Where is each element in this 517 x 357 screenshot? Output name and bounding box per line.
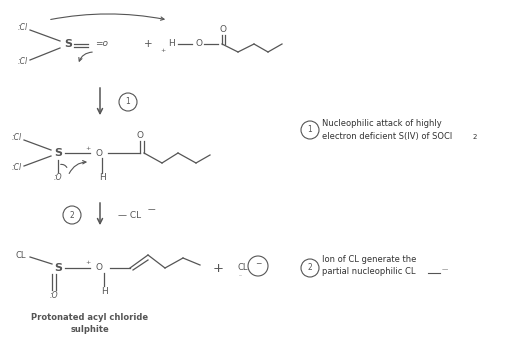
Text: 2: 2 [70, 211, 74, 220]
Text: CL: CL [15, 251, 25, 260]
Text: Ion of CL generate the: Ion of CL generate the [322, 256, 416, 265]
Text: O: O [136, 131, 144, 140]
Text: −: − [255, 260, 261, 268]
Text: ..: .. [238, 272, 242, 277]
Text: 1: 1 [308, 126, 312, 135]
Text: :Cl: :Cl [18, 24, 28, 32]
FancyArrowPatch shape [51, 14, 164, 20]
Text: H: H [99, 174, 105, 182]
Text: S: S [54, 148, 62, 158]
FancyArrowPatch shape [60, 164, 67, 167]
Text: :O: :O [50, 292, 58, 301]
Text: S: S [54, 263, 62, 273]
Text: H: H [168, 40, 175, 49]
Text: O: O [95, 149, 102, 157]
Text: sulphite: sulphite [71, 326, 110, 335]
Text: +: + [212, 261, 223, 275]
Text: :O: :O [54, 174, 63, 182]
Text: +: + [144, 39, 153, 49]
Text: H: H [101, 287, 108, 296]
Text: :Cl: :Cl [12, 164, 22, 172]
Text: :Cl: :Cl [18, 57, 28, 66]
Text: O: O [220, 25, 226, 35]
FancyArrowPatch shape [69, 161, 86, 174]
Text: O: O [96, 263, 103, 272]
Text: — CL: — CL [118, 211, 141, 220]
Text: —: — [442, 267, 448, 272]
Text: partial nucleophilic CL: partial nucleophilic CL [322, 267, 416, 277]
Text: Protonated acyl chloride: Protonated acyl chloride [32, 313, 148, 322]
Text: CL: CL [238, 263, 249, 272]
Text: 1: 1 [126, 97, 130, 106]
Text: electron deficient S(IV) of SOCl: electron deficient S(IV) of SOCl [322, 131, 452, 141]
Text: —: — [148, 206, 156, 215]
Text: =o: =o [95, 40, 108, 49]
Text: :Cl: :Cl [12, 134, 22, 142]
FancyArrowPatch shape [79, 52, 92, 61]
Text: 2: 2 [308, 263, 312, 272]
Text: Nucleophilic attack of highly: Nucleophilic attack of highly [322, 120, 442, 129]
Text: S: S [64, 39, 72, 49]
Text: +: + [160, 47, 165, 52]
Text: +: + [85, 146, 90, 151]
Text: O: O [196, 40, 203, 49]
Text: 2: 2 [473, 134, 477, 140]
Text: +: + [85, 261, 90, 266]
